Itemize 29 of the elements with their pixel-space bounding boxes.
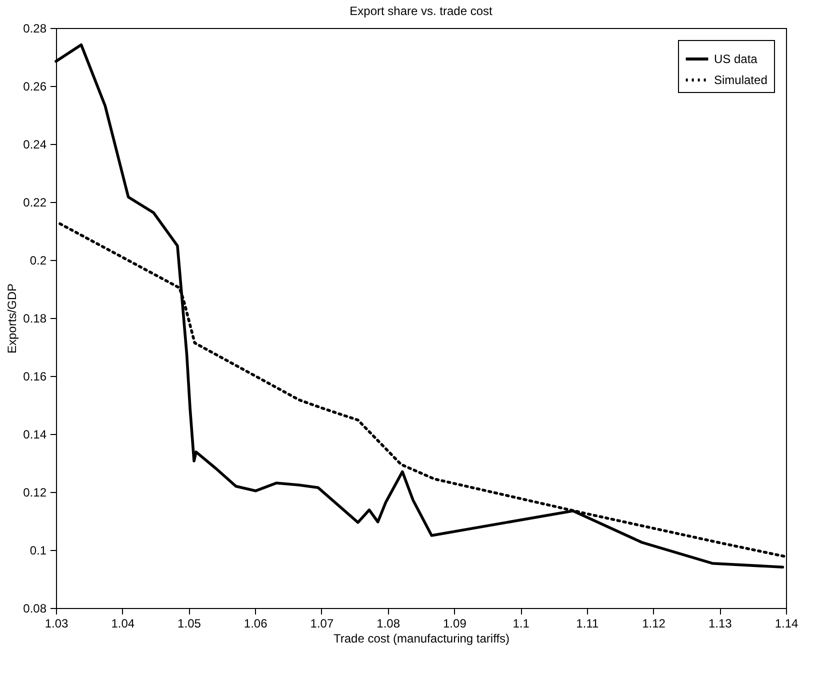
x-tick-label: 1.07 [310, 616, 334, 630]
y-axis-title: Exports/GDP [5, 283, 20, 354]
y-tick-label: 0.12 [23, 486, 47, 500]
chart-title: Export share vs. trade cost [350, 4, 494, 18]
y-tick-label: 0.18 [23, 312, 47, 326]
x-tick-label: 1.1 [512, 616, 530, 630]
x-tick-label: 1.11 [576, 616, 599, 630]
x-tick-label: 1.12 [642, 616, 666, 630]
legend-label: Simulated [714, 73, 768, 87]
y-tick-label: 0.22 [23, 196, 47, 210]
x-tick-label: 1.08 [376, 616, 400, 630]
y-tick-label: 0.26 [23, 80, 47, 94]
x-tick-label: 1.09 [443, 616, 467, 630]
x-axis-title: Trade cost (manufacturing tariffs) [333, 632, 510, 646]
y-tick-label: 0.28 [23, 22, 47, 36]
x-tick-label: 1.14 [774, 616, 798, 630]
legend-label: US data [714, 52, 758, 66]
y-tick-label: 0.1 [30, 544, 47, 558]
x-tick-label: 1.06 [244, 616, 268, 630]
line-series [54, 43, 784, 569]
x-tick-label: 1.03 [44, 616, 68, 630]
x-tick-label: 1.13 [708, 616, 732, 630]
y-tick-label: 0.16 [23, 370, 47, 384]
y-tick-label: 0.24 [23, 138, 47, 152]
x-tick-label: 1.04 [111, 616, 135, 630]
y-tick-label: 0.2 [30, 254, 47, 268]
y-tick-label: 0.08 [23, 602, 47, 616]
x-tick-label: 1.05 [178, 616, 202, 630]
y-tick-label: 0.14 [23, 428, 47, 442]
